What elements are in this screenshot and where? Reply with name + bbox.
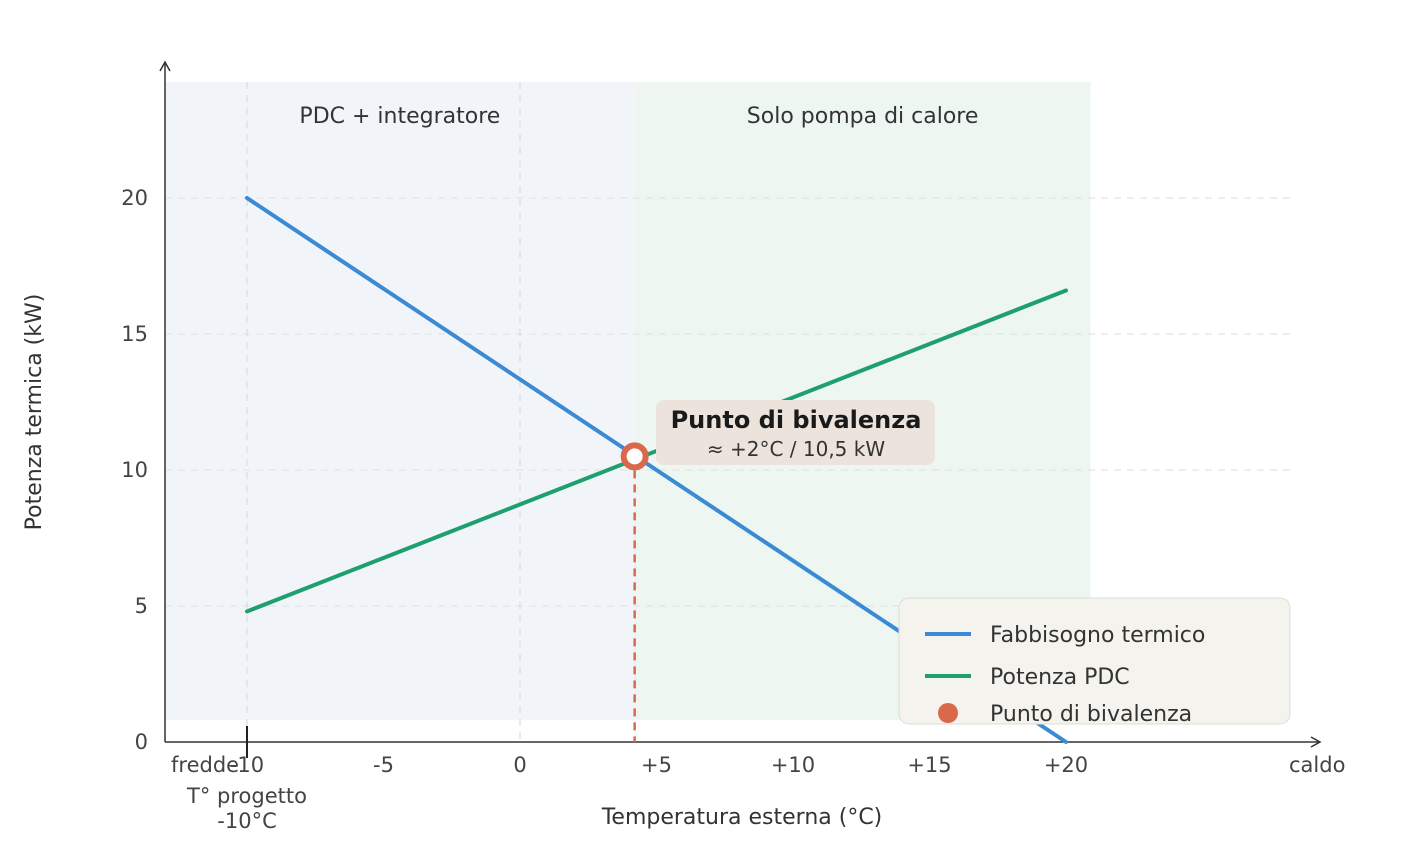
y-ticks: 0 5 10 15 20 — [121, 186, 148, 754]
x-tick-label: -5 — [373, 753, 394, 777]
axes — [159, 60, 1322, 748]
callout-title: Punto di bivalenza — [671, 406, 922, 434]
y-axis-title: Potenza termica (kW) — [22, 294, 47, 531]
y-tick-label: 10 — [121, 458, 148, 482]
y-axis-arrow — [159, 60, 171, 72]
x-tick-label: +10 — [771, 753, 815, 777]
region-0 — [165, 82, 635, 720]
legend: Fabbisogno termico Potenza PDC Punto di … — [898, 597, 1291, 727]
x-tick-label: +15 — [907, 753, 951, 777]
legend-label-pdc: Potenza PDC — [990, 665, 1130, 690]
legend-label-bivalence: Punto di bivalenza — [990, 702, 1192, 727]
x-axis-title: Temperatura esterna (°C) — [601, 805, 883, 830]
callout-box — [656, 400, 935, 465]
x-end-label-left: fredde — [171, 753, 239, 777]
x-tick-label: 0 — [513, 753, 526, 777]
bivalence-marker-group — [620, 442, 649, 742]
legend-label-fabbisogno: Fabbisogno termico — [990, 623, 1205, 648]
y-tick-label: 15 — [121, 322, 148, 346]
region-label-0: PDC + integratore — [299, 104, 500, 129]
y-tick-label: 0 — [135, 730, 148, 754]
design-temp-label-line2: -10°C — [217, 809, 276, 833]
legend-swatch-bivalence — [938, 703, 958, 723]
y-tick-label: 20 — [121, 186, 148, 210]
bivalence-callout: Punto di bivalenza ≈ +2°C / 10,5 kW — [656, 400, 935, 465]
callout-subtitle: ≈ +2°C / 10,5 kW — [707, 437, 885, 461]
x-axis-arrow — [1310, 736, 1322, 748]
y-tick-label: 5 — [135, 594, 148, 618]
legend-box — [898, 597, 1291, 725]
x-end-label-right: caldo — [1289, 753, 1345, 777]
x-tick-label: +5 — [641, 753, 672, 777]
design-temp-label-line1: T° progetto — [186, 784, 307, 808]
bivalence-point — [620, 442, 649, 471]
x-ticks: -10 -5 0 +5 +10 +15 +20 — [230, 726, 1088, 777]
x-tick-label: +20 — [1044, 753, 1088, 777]
x-tick-label: -10 — [230, 753, 264, 777]
region-label-1: Solo pompa di calore — [747, 104, 979, 129]
